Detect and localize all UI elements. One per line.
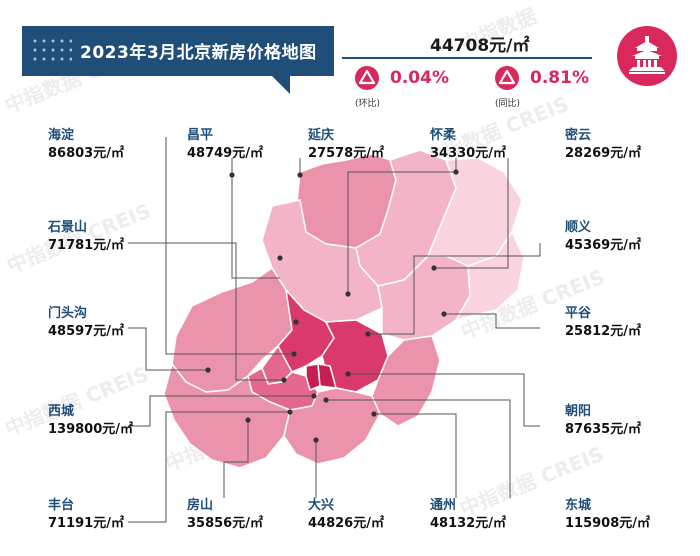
mom-change-value: 0.04%: [390, 68, 449, 88]
marker-shijingshan: [281, 377, 287, 383]
district-price-shunyi: 45369元/㎡: [565, 238, 641, 253]
district-name-pinggu: 平谷: [565, 306, 592, 321]
leader-line-huairou: [347, 158, 457, 294]
district-price-shijingshan: 71781元/㎡: [48, 238, 124, 253]
district-name-shunyi: 顺义: [565, 220, 592, 235]
marker-fangshan: [245, 417, 251, 423]
marker-yanqing-2: [297, 172, 303, 178]
district-price-xicheng: 139800元/㎡: [48, 422, 134, 437]
marker-daxing: [313, 437, 319, 443]
marker-huairou: [453, 169, 459, 175]
leader-line-shijingshan: [128, 242, 284, 381]
district-name-chaoyang: 朝阳: [565, 404, 592, 419]
district-name-mentougou: 门头沟: [48, 306, 88, 321]
marker-tongzhou: [371, 411, 377, 417]
marker-yanqing: [229, 172, 235, 178]
district-price-huairou: 34330元/㎡: [430, 146, 506, 161]
leader-lines: [128, 137, 541, 523]
average-price: 44708元/㎡: [430, 36, 530, 56]
marker-mentougou: [205, 367, 211, 373]
district-price-daxing: 44826元/㎡: [308, 516, 384, 531]
leader-line-dongcheng: [326, 399, 511, 498]
district-price-miyun: 28269元/㎡: [565, 146, 641, 161]
district-name-miyun: 密云: [565, 128, 592, 143]
marker-fengtai: [287, 409, 293, 415]
district-price-chaoyang: 87635元/㎡: [565, 422, 641, 437]
marker-dongcheng: [323, 397, 329, 403]
district-price-fengtai: 71191元/㎡: [48, 516, 124, 531]
leader-line-pinggu: [444, 313, 540, 329]
leader-line-chaoyang: [348, 373, 540, 427]
leader-line-tongzhou: [374, 413, 457, 498]
district-price-fangshan: 35856元/㎡: [187, 516, 263, 531]
district-name-shijingshan: 石景山: [48, 220, 88, 235]
leader-line-mentougou: [128, 327, 208, 371]
temple-of-heaven-icon: [617, 26, 677, 86]
district-price-yanqing: 27578元/㎡: [308, 146, 384, 161]
district-name-xicheng: 西城: [48, 404, 75, 419]
leader-line-xicheng: [128, 395, 314, 427]
up-arrow-icon: [355, 66, 379, 90]
marker-miyun: [431, 265, 437, 271]
leader-line-fangshan: [223, 420, 249, 498]
district-price-pinggu: 25812元/㎡: [565, 324, 641, 339]
marker-pinggu: [441, 311, 447, 317]
district-price-mentougou: 48597元/㎡: [48, 324, 124, 339]
mom-change-label: (环比): [355, 99, 381, 109]
leader-line-changping: [231, 158, 280, 279]
up-arrow-icon: [495, 66, 519, 90]
district-price-dongcheng: 115908元/㎡: [565, 516, 651, 531]
district-name-tongzhou: 通州: [430, 498, 457, 513]
district-price-haidian: 86803元/㎡: [48, 146, 124, 161]
page-title: 2023年3月北京新房价格地图: [80, 43, 317, 63]
marker-haidian: [291, 351, 297, 357]
yoy-change-value: 0.81%: [530, 68, 589, 88]
average-price-underline: [342, 57, 592, 59]
marker-shunyi: [365, 331, 371, 337]
district-name-changping: 昌平: [187, 128, 214, 143]
district-price-changping: 48749元/㎡: [187, 146, 263, 161]
district-name-yanqing: 延庆: [308, 128, 335, 143]
yoy-change-label: (同比): [495, 99, 521, 109]
district-name-haidian: 海淀: [48, 128, 75, 143]
region-pinggu: [455, 231, 525, 321]
leader-line-shunyi: [368, 243, 541, 335]
title-banner: 2023年3月北京新房价格地图: [22, 26, 334, 76]
district-price-tongzhou: 48132元/㎡: [430, 516, 506, 531]
district-name-huairou: 怀柔: [430, 128, 457, 143]
region-xicheng: [305, 363, 321, 391]
district-name-fengtai: 丰台: [48, 498, 75, 513]
leader-line-miyun: [434, 158, 509, 269]
marker-changping: [277, 255, 283, 261]
leader-line-haidian: [165, 137, 294, 355]
marker-xicheng: [311, 393, 317, 399]
title-notch: [272, 76, 290, 94]
marker-chaoyang: [345, 371, 351, 377]
district-name-dongcheng: 东城: [565, 498, 592, 513]
district-name-daxing: 大兴: [308, 498, 335, 513]
dot-grid-icon: [33, 39, 72, 61]
marker-changping-2: [293, 319, 299, 325]
marker-huairou-2: [345, 291, 351, 297]
leader-line-fengtai: [128, 411, 290, 523]
district-name-fangshan: 房山: [187, 498, 214, 513]
